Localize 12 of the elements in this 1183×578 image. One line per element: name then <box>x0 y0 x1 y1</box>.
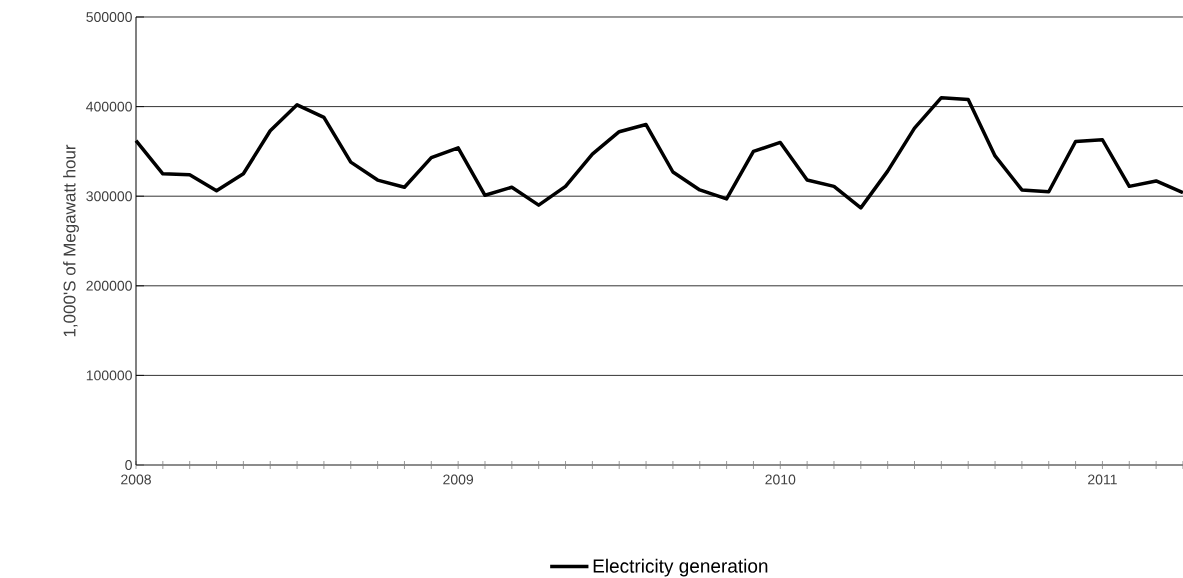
y-tick-label: 0 <box>125 460 132 470</box>
y-tick-label: 300000 <box>86 191 132 202</box>
y-tick-label: 200000 <box>86 280 132 291</box>
y-tick-label: 100000 <box>86 370 132 381</box>
x-tick-label: 2011 <box>1088 474 1117 485</box>
y-axis-title: 1,000'S of Megawatt hour <box>63 144 79 337</box>
x-tick-label: 2009 <box>443 474 474 485</box>
y-tick-label: 500000 <box>86 12 132 22</box>
x-tick-label: 2010 <box>765 474 796 485</box>
x-tick-label: 2008 <box>121 474 151 485</box>
y-tick-label: 400000 <box>86 101 132 112</box>
legend-label: Electricity generation <box>593 558 768 577</box>
